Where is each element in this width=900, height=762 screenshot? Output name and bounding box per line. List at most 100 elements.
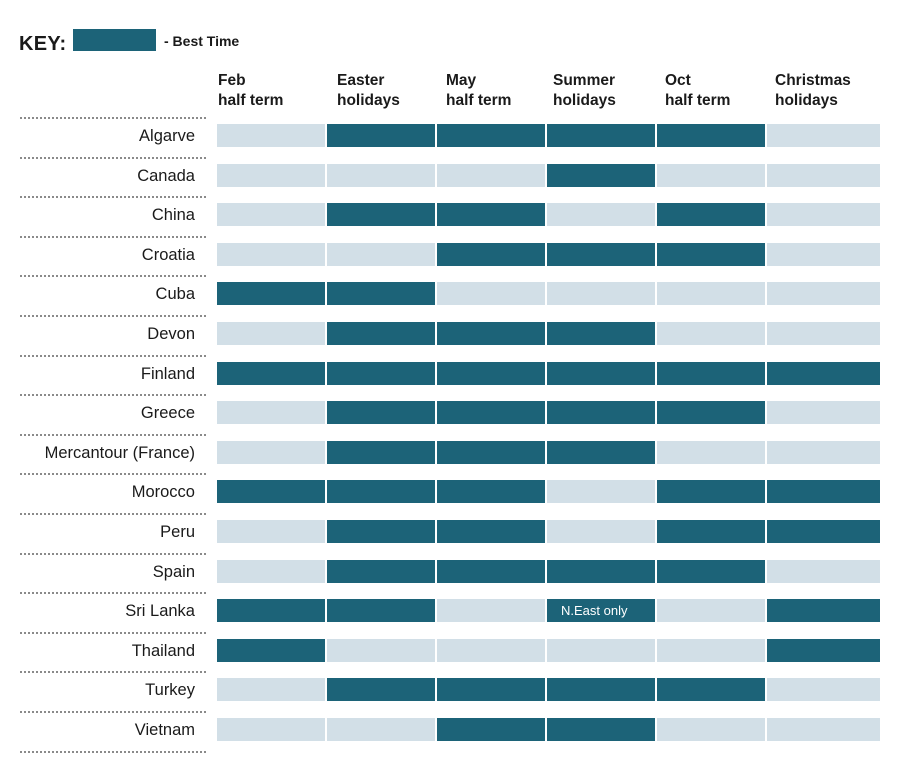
column-header-line: May [446,72,477,89]
cell-other-time [657,322,765,345]
row-label: Devon [147,325,195,343]
column-header-line: holidays [553,92,616,109]
cell-other-time [767,678,880,701]
cell-other-time [547,520,655,543]
cell-other-time [767,282,880,305]
row-label: Greece [140,404,195,422]
cell-best-time [437,678,545,701]
row-label: Sri Lanka [125,602,195,620]
row-label: Vietnam [134,721,195,739]
cell-other-time [767,441,880,464]
cell-other-time [327,639,435,662]
column-header-line: Easter [337,72,385,89]
cell-best-time [217,480,325,503]
cell-best-time [217,639,325,662]
cell-best-time [327,599,435,622]
cell-best-time [327,322,435,345]
cell-best-time [217,362,325,385]
cell-best-time [547,560,655,583]
cell-other-time [437,282,545,305]
cell-other-time [767,560,880,583]
cell-other-time [437,639,545,662]
cell-best-time [767,599,880,622]
cell-best-time [657,243,765,266]
cell-best-time [327,124,435,147]
cell-other-time [217,560,325,583]
cell-best-time [327,282,435,305]
cell-other-time [217,124,325,147]
cell-best-time [657,480,765,503]
cell-best-time [437,480,545,503]
cell-best-time [547,362,655,385]
cell-best-time [437,520,545,543]
row-separator [20,434,206,436]
row-separator [20,473,206,475]
cell-best-time [217,282,325,305]
row-separator [20,711,206,713]
column-header-2: May half term [446,71,511,111]
key-label: KEY: [19,33,67,55]
cell-best-time [437,243,545,266]
row-separator [20,355,206,357]
cell-other-time [327,164,435,187]
column-header-line: half term [665,92,731,109]
cell-best-time [437,322,545,345]
row-label: Canada [137,167,195,185]
row-label: China [151,206,195,224]
cell-best-time [437,441,545,464]
cell-other-time [767,124,880,147]
cell-other-time [547,480,655,503]
row-separator [20,671,206,673]
cell-other-time [657,282,765,305]
row-separator [20,157,206,159]
row-separator [20,394,206,396]
row-separator [20,117,206,119]
cell-other-time [767,401,880,424]
column-header-line: Summer [553,72,616,89]
cell-other-time [657,599,765,622]
cell-other-time [437,164,545,187]
cell-other-time [217,520,325,543]
cell-other-time [217,401,325,424]
cell-other-time [217,441,325,464]
cell-best-time [657,203,765,226]
cell-other-time [657,164,765,187]
key-text: - Best Time [164,33,240,49]
cell-other-time [767,164,880,187]
row-label: Algarve [139,127,195,145]
cell-best-time [767,520,880,543]
cell-other-time [217,164,325,187]
cell-best-time [547,401,655,424]
cell-other-time [767,718,880,741]
cell-best-time [547,678,655,701]
cell-best-time [547,322,655,345]
cell-other-time [217,718,325,741]
cell-other-time [767,203,880,226]
cell-best-time [217,599,325,622]
cell-best-time [547,243,655,266]
cell-best-time [327,520,435,543]
cell-other-time [217,203,325,226]
cell-best-time [437,124,545,147]
cell-best-time [767,480,880,503]
column-header-line: half term [446,92,512,109]
cell-best-time [327,362,435,385]
cell-best-time [327,480,435,503]
cell-best-time [547,599,655,622]
row-separator [20,632,206,634]
column-header-line: Oct [665,72,691,89]
cell-other-time [327,718,435,741]
cell-best-time [547,718,655,741]
cell-best-time [437,718,545,741]
cell-best-time [657,678,765,701]
cell-other-time [657,441,765,464]
cell-other-time [767,322,880,345]
row-label: Peru [160,523,195,541]
row-label: Thailand [131,642,195,660]
row-separator [20,275,206,277]
cell-other-time [547,639,655,662]
row-separator [20,513,206,515]
cell-best-time [437,362,545,385]
cell-best-time [657,560,765,583]
row-separator [20,751,206,753]
